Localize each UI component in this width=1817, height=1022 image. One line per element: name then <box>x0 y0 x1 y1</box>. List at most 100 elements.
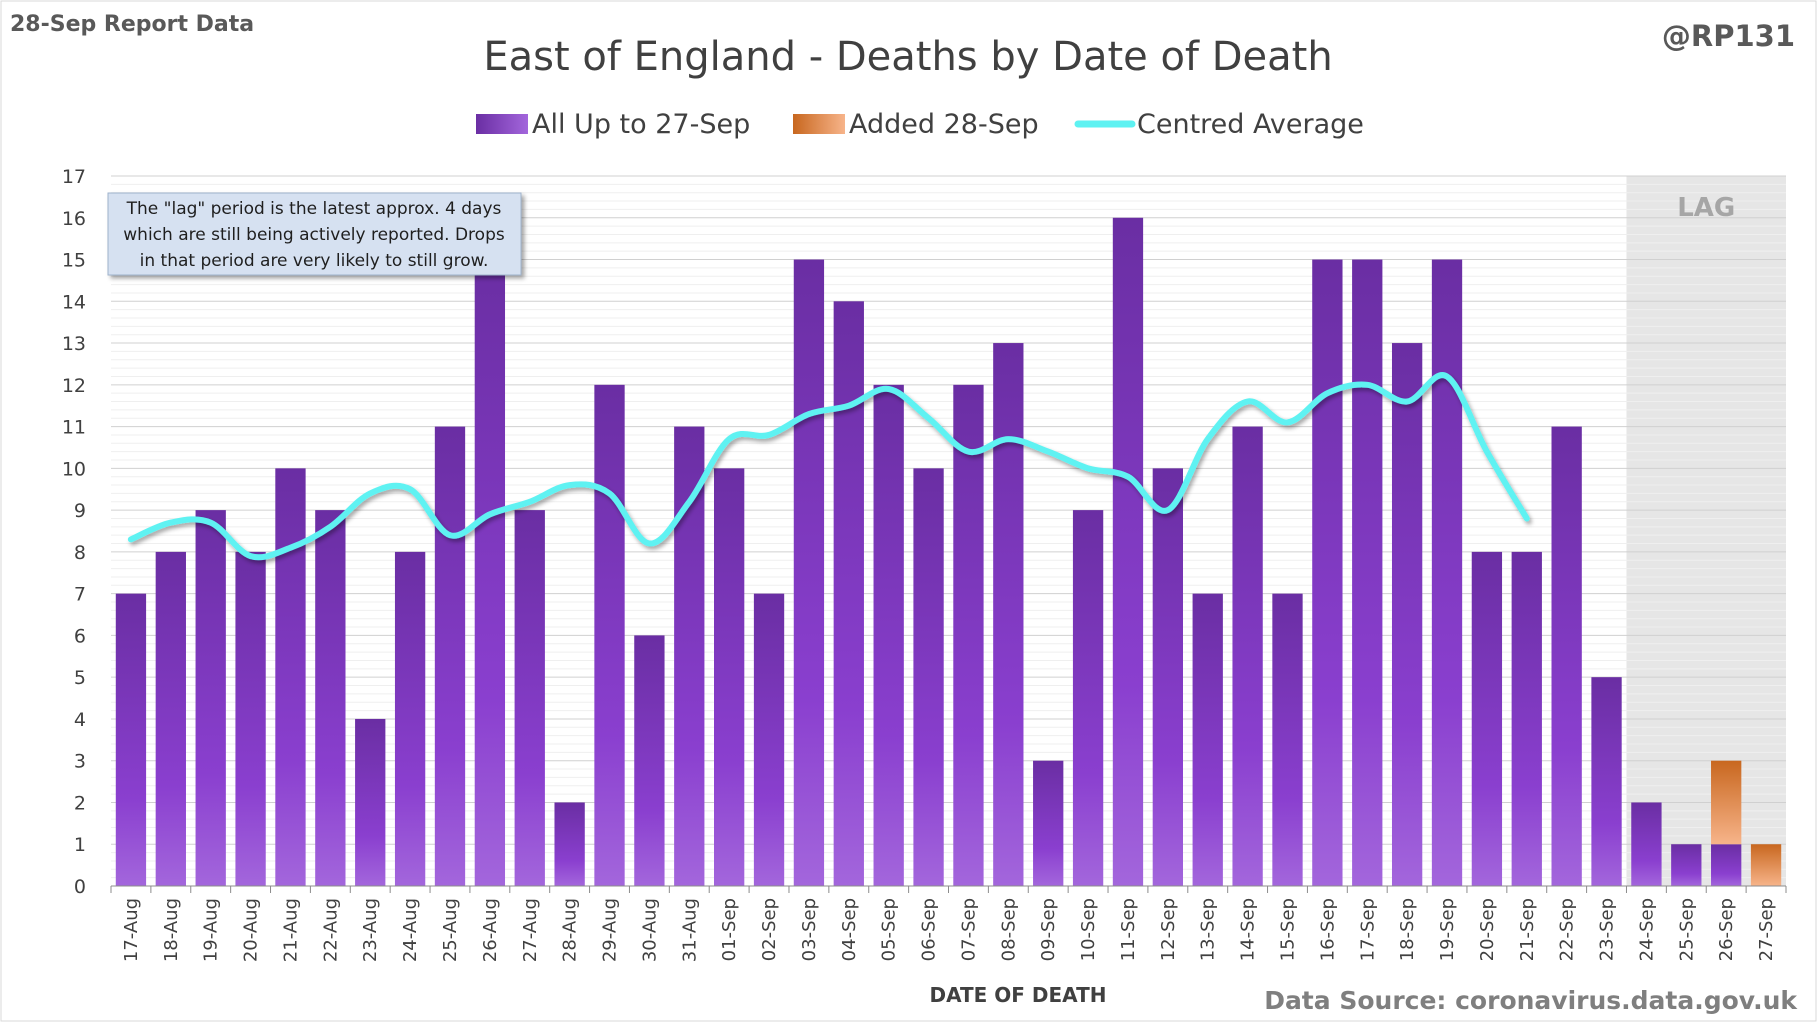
x-axis-label: DATE OF DEATH <box>930 983 1107 1007</box>
bar-all-17-Sep <box>1352 259 1383 886</box>
x-tick-label: 18-Sep <box>1397 898 1418 961</box>
x-tick-label: 20-Aug <box>241 898 262 962</box>
y-tick-label: 9 <box>74 500 86 522</box>
y-tick-label: 7 <box>74 584 86 606</box>
report-label: 28-Sep Report Data <box>10 12 254 37</box>
lag-note-line-1: The "lag" period is the latest approx. 4… <box>126 199 502 219</box>
x-tick-label: 15-Sep <box>1278 898 1299 961</box>
lag-label: LAG <box>1677 193 1735 223</box>
x-tick-label: 21-Aug <box>281 898 302 962</box>
bar-all-23-Sep <box>1591 677 1622 886</box>
x-tick-label: 21-Sep <box>1517 898 1538 961</box>
bar-added-26-Sep <box>1711 760 1742 845</box>
x-tick-label: 19-Sep <box>1437 898 1458 961</box>
legend-swatch-all <box>476 114 528 134</box>
lag-note-box <box>107 192 522 276</box>
bar-all-28-Aug <box>554 802 585 886</box>
x-tick-label: 26-Sep <box>1716 898 1737 961</box>
x-tick-label: 10-Sep <box>1078 898 1099 961</box>
x-tick-label: 19-Aug <box>201 898 222 962</box>
lag-shade <box>1626 176 1786 886</box>
x-tick-label: 09-Sep <box>1038 898 1059 961</box>
x-tick-label: 05-Sep <box>879 898 900 961</box>
bar-all-08-Sep <box>993 343 1024 886</box>
x-tick-label: 28-Aug <box>560 898 581 962</box>
bar-all-22-Aug <box>315 510 346 886</box>
bar-all-26-Aug <box>474 259 506 886</box>
y-tick-label: 13 <box>62 333 86 355</box>
y-tick-label: 1 <box>74 834 86 856</box>
bar-all-17-Aug <box>115 593 147 886</box>
legend-label-all: All Up to 27-Sep <box>532 109 750 140</box>
x-tick-label: 12-Sep <box>1158 898 1179 961</box>
bar-added-27-Sep <box>1750 844 1782 886</box>
x-tick-label: 07-Sep <box>958 898 979 961</box>
x-tick-label: 20-Sep <box>1477 898 1498 961</box>
legend-swatch-added <box>793 114 845 134</box>
lag-note-line-3: in that period are very likely to still … <box>140 251 489 271</box>
bar-all-25-Sep <box>1671 844 1702 886</box>
x-tick-label: 25-Sep <box>1676 898 1697 961</box>
bar-all-24-Sep <box>1631 802 1662 886</box>
x-tick-label: 03-Sep <box>799 898 820 961</box>
legend-label-average: Centred Average <box>1137 109 1364 140</box>
bar-all-27-Aug <box>514 510 545 886</box>
bar-all-18-Aug <box>155 551 186 886</box>
bar-all-06-Sep <box>913 468 944 886</box>
bar-all-21-Sep <box>1511 551 1542 886</box>
bar-all-14-Sep <box>1232 426 1263 886</box>
x-tick-label: 27-Sep <box>1756 898 1777 961</box>
x-tick-label: 27-Aug <box>520 898 541 962</box>
y-tick-label: 10 <box>62 458 86 480</box>
x-tick-label: 17-Sep <box>1357 898 1378 961</box>
bar-all-20-Sep <box>1471 551 1503 886</box>
bar-all-04-Sep <box>833 301 864 886</box>
x-tick-label: 17-Aug <box>121 898 142 962</box>
y-tick-label: 4 <box>74 709 86 731</box>
bar-all-09-Sep <box>1033 760 1064 886</box>
bar-all-30-Aug <box>634 635 665 886</box>
lag-note-line-2: which are still being actively reported.… <box>123 225 505 245</box>
bar-all-11-Sep <box>1112 217 1144 886</box>
x-tick-label: 04-Sep <box>839 898 860 961</box>
x-tick-label: 30-Aug <box>639 898 660 962</box>
bar-all-26-Sep <box>1711 844 1742 886</box>
y-tick-label: 3 <box>74 751 86 773</box>
bar-all-13-Sep <box>1192 593 1223 886</box>
bar-all-02-Sep <box>753 593 785 886</box>
x-tick-label: 22-Aug <box>320 898 341 962</box>
author-handle: @RP131 <box>1662 19 1795 53</box>
bar-all-31-Aug <box>674 426 705 886</box>
y-tick-label: 12 <box>62 375 86 397</box>
x-tick-label: 01-Sep <box>719 898 740 961</box>
y-tick-label: 5 <box>74 667 86 689</box>
x-tick-label: 24-Aug <box>400 898 421 962</box>
x-tick-label: 31-Aug <box>679 898 700 962</box>
chart-title: East of England - Deaths by Date of Deat… <box>483 34 1332 80</box>
x-tick-label: 08-Sep <box>998 898 1019 961</box>
bar-all-23-Aug <box>355 718 386 886</box>
y-tick-label: 15 <box>62 250 86 272</box>
bar-all-15-Sep <box>1272 593 1303 886</box>
bar-all-16-Sep <box>1312 259 1343 886</box>
y-tick-label: 17 <box>62 166 86 188</box>
data-source: Data Source: coronavirus.data.gov.uk <box>1264 986 1798 1015</box>
x-tick-label: 26-Aug <box>480 898 501 962</box>
x-tick-label: 11-Sep <box>1118 898 1139 961</box>
y-tick-label: 14 <box>62 291 86 313</box>
legend-label-added: Added 28-Sep <box>849 109 1039 140</box>
centred-average-line <box>127 372 1530 561</box>
bar-all-20-Aug <box>235 551 266 886</box>
bar-all-10-Sep <box>1072 510 1104 886</box>
y-tick-label: 0 <box>74 876 86 898</box>
x-tick-label: 13-Sep <box>1198 898 1219 961</box>
x-tick-label: 24-Sep <box>1636 898 1657 961</box>
y-tick-label: 11 <box>62 417 86 439</box>
bar-all-12-Sep <box>1152 468 1183 886</box>
bar-all-07-Sep <box>953 384 984 886</box>
x-tick-label: 14-Sep <box>1238 898 1259 961</box>
x-tick-label: 06-Sep <box>919 898 940 961</box>
x-tick-label: 29-Aug <box>600 898 621 962</box>
